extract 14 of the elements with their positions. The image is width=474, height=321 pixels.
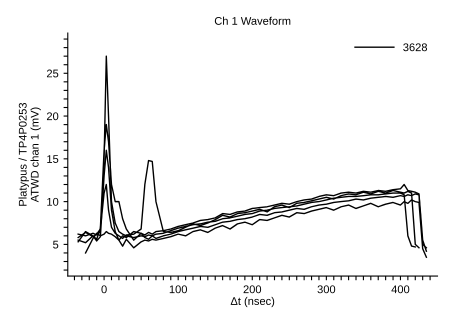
x-tick-label: 400 <box>391 285 410 294</box>
legend-label: 3628 <box>403 43 428 52</box>
y-axis-title: Platypus / TP4P0253 ATWD chan 1 (mV) <box>18 102 41 206</box>
x-tick-label: 300 <box>318 285 336 294</box>
x-tick-label: 200 <box>244 285 262 294</box>
x-tick-label: 100 <box>170 285 188 294</box>
x-tick-label: 0 <box>101 285 107 294</box>
y-tick-label: 5 <box>53 240 58 249</box>
y-tick-label: 15 <box>47 155 58 163</box>
x-axis-title: Δt (nsec) <box>230 296 274 308</box>
y-tick-label: 10 <box>47 198 58 206</box>
chart-title: Ch 1 Waveform <box>214 16 290 25</box>
y-tick-label: 25 <box>46 70 58 78</box>
y-tick-label: 20 <box>46 112 58 120</box>
